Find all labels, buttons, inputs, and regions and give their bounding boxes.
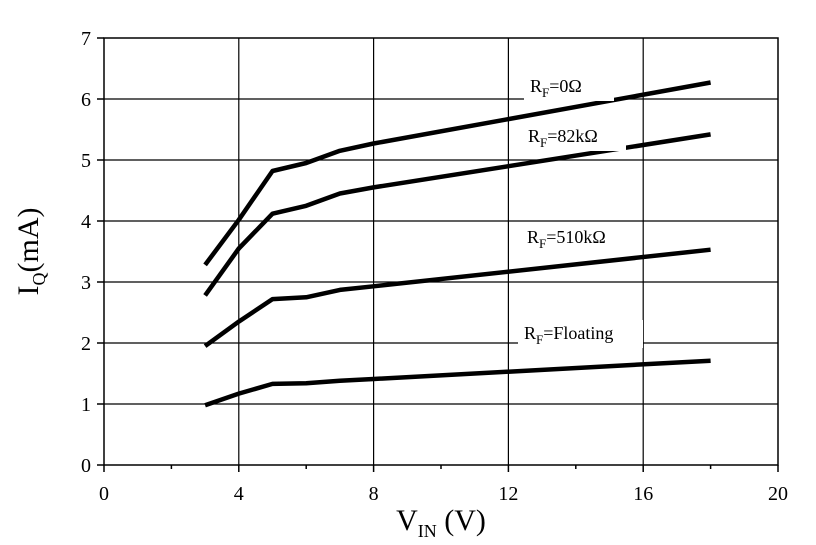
- y-tick-label: 5: [81, 150, 91, 172]
- series-label-main: R: [528, 126, 540, 146]
- y-tick-labels: 0 1 2 3 4 5 6 7: [81, 28, 91, 477]
- y-tick-label: 6: [81, 89, 91, 111]
- y-tick-label: 4: [81, 211, 91, 233]
- series-label-sub: F: [540, 135, 547, 150]
- series-line-3: [204, 358, 711, 408]
- series-label-main: R: [530, 76, 542, 96]
- series-label-1: RF=82kΩ: [528, 126, 598, 150]
- series-label-mask: [524, 73, 614, 101]
- x-tick-labels: 0 4 8 12 16 20: [99, 483, 788, 505]
- series-label-sub: F: [536, 332, 543, 347]
- x-tick-label: 0: [99, 483, 109, 505]
- x-axis-title: VIN (V): [396, 504, 486, 541]
- x-axis-title-sub: IN: [418, 521, 437, 541]
- y-axis-title-tail: (mA): [12, 208, 45, 273]
- x-axis-title-main: V: [396, 504, 418, 537]
- x-tick-label: 4: [234, 483, 244, 505]
- series-label-main: R: [524, 323, 536, 343]
- series-label-tail: =Floating: [543, 323, 613, 343]
- y-tick-label: 1: [81, 394, 91, 416]
- y-tick-label: 0: [81, 455, 91, 477]
- series-label-mask: [522, 123, 626, 151]
- series-lines: [203, 80, 712, 408]
- x-tick-label: 12: [498, 483, 518, 505]
- series-label-sub: F: [542, 85, 549, 100]
- series-line-1: [203, 132, 711, 297]
- y-axis-title-main: I: [12, 285, 45, 295]
- series-label-tail: =0Ω: [549, 76, 582, 96]
- series-label-tail: =82kΩ: [547, 126, 598, 146]
- y-tick-label: 2: [81, 333, 91, 355]
- series-label-0: RF=0Ω: [530, 76, 582, 100]
- series-label-2: RF=510kΩ: [527, 227, 606, 251]
- series-label-3: RF=Floating: [524, 323, 613, 347]
- series-line-2: [203, 247, 711, 348]
- series-line-0: [203, 80, 712, 267]
- y-axis-title-sub: Q: [29, 272, 49, 285]
- series-label-mask: [518, 320, 643, 348]
- series-label-main: R: [527, 227, 539, 247]
- y-tick-label: 7: [81, 28, 91, 50]
- y-tick-label: 3: [81, 272, 91, 294]
- x-tick-label: 8: [369, 483, 379, 505]
- tick-marks: [97, 37, 779, 472]
- x-axis-title-tail: (V): [437, 504, 486, 537]
- x-tick-label: 20: [768, 483, 788, 505]
- x-tick-label: 16: [633, 483, 653, 505]
- series-label-tail: =510kΩ: [546, 227, 606, 247]
- series-label-sub: F: [539, 236, 546, 251]
- y-axis-title: IQ(mA): [12, 208, 49, 296]
- series-label-mask: [521, 224, 636, 252]
